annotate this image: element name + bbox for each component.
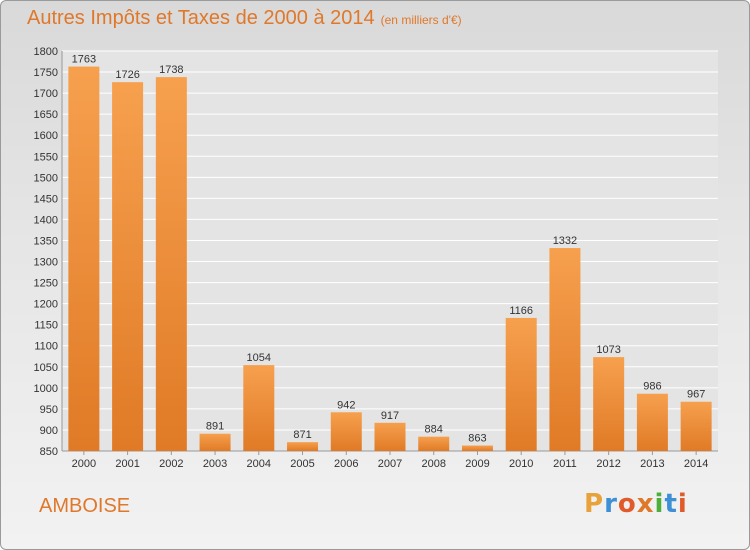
y-tick-label: 1800 — [34, 46, 58, 58]
x-tick-label: 2013 — [640, 458, 664, 470]
x-tick-label: 2002 — [159, 458, 183, 470]
bar-value-label: 1763 — [72, 54, 96, 66]
bar-value-label: 871 — [293, 429, 311, 441]
bar — [68, 66, 100, 451]
x-tick-label: 2000 — [72, 458, 96, 470]
bar — [287, 442, 319, 451]
chart-title-block: Autres Impôts et Taxes de 2000 à 2014 (en… — [27, 7, 462, 30]
bar — [199, 433, 231, 451]
bar-value-label: 1073 — [596, 344, 620, 356]
y-tick-label: 1250 — [34, 278, 58, 290]
y-tick-label: 1350 — [34, 235, 58, 247]
y-tick-label: 1150 — [34, 320, 58, 332]
bar-value-label: 1332 — [553, 235, 577, 247]
x-tick-label: 2001 — [115, 458, 139, 470]
bar-value-label: 917 — [381, 410, 399, 422]
bar — [418, 436, 450, 451]
chart-title: Autres Impôts et Taxes de 2000 à 2014 — [27, 7, 375, 29]
bar-value-label: 884 — [425, 424, 443, 436]
chart-subtitle: (en milliers d'€) — [380, 13, 462, 27]
x-tick-label: 2011 — [553, 458, 577, 470]
bar — [549, 248, 581, 451]
y-tick-label: 1600 — [34, 130, 58, 142]
bar — [461, 445, 493, 451]
bar — [636, 393, 668, 451]
x-tick-label: 2012 — [596, 458, 620, 470]
x-tick-label: 2005 — [290, 458, 314, 470]
bar — [155, 77, 187, 452]
bar-value-label: 1726 — [115, 69, 139, 81]
x-tick-label: 2014 — [684, 458, 708, 470]
bar — [243, 365, 275, 451]
y-tick-label: 1550 — [34, 151, 58, 163]
y-tick-label: 1500 — [34, 172, 58, 184]
bar-value-label: 967 — [687, 389, 705, 401]
bar — [112, 82, 144, 451]
y-tick-label: 1400 — [34, 214, 58, 226]
y-tick-label: 1100 — [34, 341, 58, 353]
y-tick-label: 850 — [40, 446, 58, 458]
bar-value-label: 986 — [643, 381, 661, 393]
y-tick-label: 1700 — [34, 88, 58, 100]
bar-value-label: 1054 — [247, 352, 271, 364]
x-tick-label: 2008 — [421, 458, 445, 470]
bar — [330, 412, 362, 451]
x-tick-label: 2009 — [465, 458, 489, 470]
y-tick-label: 1450 — [34, 193, 58, 205]
y-tick-label: 1300 — [34, 257, 58, 269]
bar-chart: 850 900 950 1000 1050 1100 1150 1200 1250 1300 135… — [34, 46, 718, 470]
x-tick-label: 2004 — [247, 458, 271, 470]
y-tick-label: 900 — [40, 425, 58, 437]
x-tick-label: 2010 — [509, 458, 533, 470]
y-tick-label: 1000 — [34, 383, 58, 395]
bar — [505, 317, 537, 451]
x-tick-label: 2007 — [378, 458, 402, 470]
y-tick-label: 1750 — [34, 67, 58, 79]
x-tick-label: 2006 — [334, 458, 358, 470]
bar-value-label: 942 — [337, 399, 355, 411]
bar-value-label: 891 — [206, 421, 224, 433]
y-tick-label: 950 — [40, 404, 58, 416]
city-name: AMBOISE — [39, 495, 131, 517]
bar — [374, 422, 406, 451]
bar — [593, 357, 625, 451]
bar-value-label: 1166 — [509, 305, 533, 317]
y-tick-label: 1050 — [34, 362, 58, 374]
bar-value-label: 863 — [468, 433, 486, 445]
x-tick-label: 2003 — [203, 458, 227, 470]
proxiti-logo: Proxiti — [584, 489, 688, 519]
bar-value-label: 1738 — [159, 64, 183, 76]
bar — [680, 401, 712, 451]
y-tick-label: 1200 — [34, 299, 58, 311]
y-tick-label: 1650 — [34, 109, 58, 121]
